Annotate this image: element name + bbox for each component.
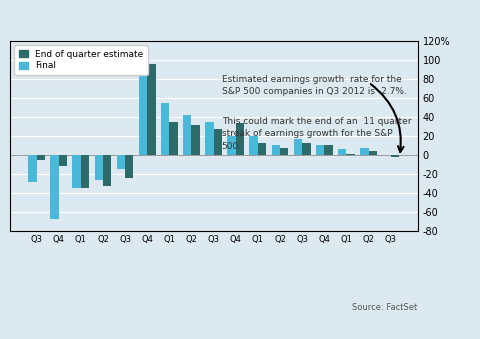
Bar	[72, 155, 81, 188]
Bar	[192, 125, 200, 155]
Bar	[59, 155, 67, 166]
Bar	[316, 144, 324, 155]
Bar	[183, 115, 192, 155]
Bar	[272, 144, 280, 155]
Bar	[169, 122, 178, 155]
Bar	[161, 103, 169, 155]
Bar	[324, 145, 333, 155]
Bar	[280, 148, 288, 155]
Bar	[36, 155, 45, 160]
Bar	[95, 155, 103, 180]
Bar	[258, 143, 266, 155]
Bar	[338, 148, 347, 155]
Bar	[369, 151, 377, 155]
Bar	[236, 123, 244, 155]
Bar	[117, 155, 125, 169]
Bar	[294, 139, 302, 155]
Bar	[125, 155, 133, 178]
Bar	[250, 136, 258, 155]
Bar	[103, 155, 111, 186]
Bar	[391, 155, 399, 157]
Bar	[360, 148, 369, 155]
Text: Source: FactSet: Source: FactSet	[352, 303, 418, 312]
Bar	[205, 122, 214, 155]
Bar	[228, 136, 236, 155]
Bar	[139, 50, 147, 155]
Text: Estimated earnings growth  rate for the
S&P 500 companies in Q3 2012 is -2.7%.: Estimated earnings growth rate for the S…	[222, 75, 407, 96]
Text: This could mark the end of an  11 quarter
streak of earnings growth for the S&P
: This could mark the end of an 11 quarter…	[222, 117, 411, 151]
Bar	[147, 64, 156, 155]
Bar	[302, 143, 311, 155]
Bar	[81, 155, 89, 188]
Bar	[214, 129, 222, 155]
Bar	[28, 155, 36, 182]
Bar	[50, 155, 59, 219]
Legend: End of quarter estimate, Final: End of quarter estimate, Final	[14, 45, 148, 75]
